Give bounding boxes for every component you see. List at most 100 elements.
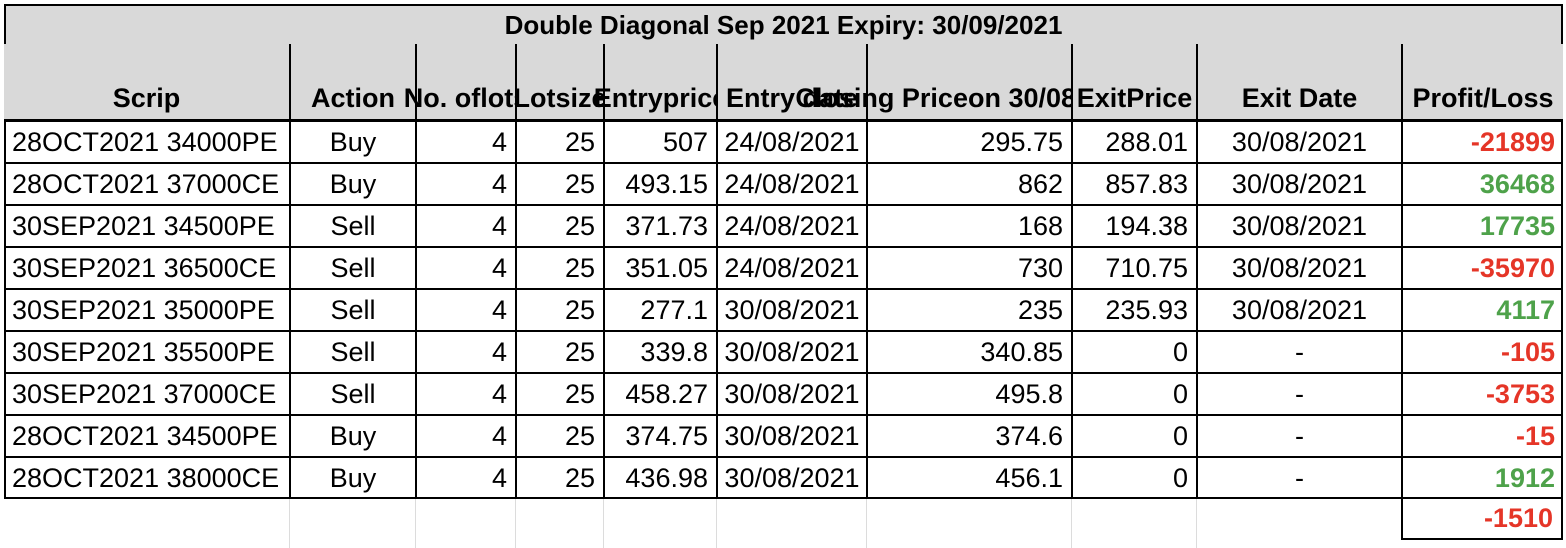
table-cell[interactable]: 730: [866, 246, 1071, 288]
table-cell[interactable]: 28OCT2021 38000CE: [4, 456, 289, 498]
column-header[interactable]: Exit Price: [1071, 44, 1196, 120]
table-cell[interactable]: 30SEP2021 35500PE: [4, 330, 289, 372]
empty-cell[interactable]: [4, 499, 289, 548]
empty-cell[interactable]: [1196, 499, 1401, 548]
table-cell[interactable]: 30/08/2021: [716, 372, 866, 414]
table-cell[interactable]: 4: [415, 162, 515, 204]
table-cell[interactable]: 25: [515, 246, 603, 288]
table-cell[interactable]: 194.38: [1071, 204, 1196, 246]
table-cell[interactable]: 456.1: [866, 456, 1071, 498]
empty-cell[interactable]: [1071, 499, 1196, 548]
table-cell[interactable]: -: [1196, 414, 1401, 456]
table-cell[interactable]: -: [1196, 372, 1401, 414]
empty-cell[interactable]: [289, 499, 415, 548]
table-cell[interactable]: 507: [603, 120, 716, 162]
column-header[interactable]: Profit/Loss: [1401, 44, 1563, 120]
table-cell[interactable]: 30/08/2021: [1196, 246, 1401, 288]
table-cell[interactable]: Buy: [289, 162, 415, 204]
column-header[interactable]: Scrip: [4, 44, 289, 120]
table-cell[interactable]: 495.8: [866, 372, 1071, 414]
table-cell[interactable]: 493.15: [603, 162, 716, 204]
table-cell[interactable]: 25: [515, 456, 603, 498]
table-cell[interactable]: Sell: [289, 246, 415, 288]
table-cell[interactable]: 371.73: [603, 204, 716, 246]
table-cell[interactable]: 28OCT2021 34500PE: [4, 414, 289, 456]
table-cell[interactable]: 30SEP2021 36500CE: [4, 246, 289, 288]
profit-loss-cell[interactable]: -15: [1401, 414, 1563, 456]
table-cell[interactable]: -: [1196, 456, 1401, 498]
table-cell[interactable]: 25: [515, 288, 603, 330]
table-cell[interactable]: 30/08/2021: [716, 456, 866, 498]
table-cell[interactable]: 25: [515, 372, 603, 414]
empty-cell[interactable]: [866, 499, 1071, 548]
table-cell[interactable]: 4: [415, 288, 515, 330]
table-cell[interactable]: 24/08/2021: [716, 120, 866, 162]
table-cell[interactable]: Sell: [289, 330, 415, 372]
table-cell[interactable]: 277.1: [603, 288, 716, 330]
table-cell[interactable]: 235.93: [1071, 288, 1196, 330]
table-cell[interactable]: 24/08/2021: [716, 162, 866, 204]
profit-loss-cell[interactable]: 36468: [1401, 162, 1563, 204]
table-cell[interactable]: 351.05: [603, 246, 716, 288]
table-cell[interactable]: 339.8: [603, 330, 716, 372]
table-cell[interactable]: 0: [1071, 456, 1196, 498]
profit-loss-cell[interactable]: -21899: [1401, 120, 1563, 162]
table-cell[interactable]: 24/08/2021: [716, 246, 866, 288]
table-cell[interactable]: 28OCT2021 37000CE: [4, 162, 289, 204]
table-cell[interactable]: 857.83: [1071, 162, 1196, 204]
table-cell[interactable]: 862: [866, 162, 1071, 204]
empty-cell[interactable]: [515, 499, 603, 548]
total-profit-loss[interactable]: -1510: [1401, 498, 1563, 540]
table-cell[interactable]: 30/08/2021: [1196, 288, 1401, 330]
table-cell[interactable]: 436.98: [603, 456, 716, 498]
table-cell[interactable]: 30/08/2021: [716, 414, 866, 456]
table-cell[interactable]: 374.75: [603, 414, 716, 456]
table-cell[interactable]: Buy: [289, 414, 415, 456]
profit-loss-cell[interactable]: 1912: [1401, 456, 1563, 498]
table-cell[interactable]: 25: [515, 120, 603, 162]
table-cell[interactable]: 168: [866, 204, 1071, 246]
table-cell[interactable]: 458.27: [603, 372, 716, 414]
table-cell[interactable]: 4: [415, 414, 515, 456]
table-cell[interactable]: 30SEP2021 37000CE: [4, 372, 289, 414]
table-cell[interactable]: 24/08/2021: [716, 204, 866, 246]
table-cell[interactable]: 30/08/2021: [1196, 162, 1401, 204]
table-cell[interactable]: 25: [515, 414, 603, 456]
table-cell[interactable]: 0: [1071, 414, 1196, 456]
table-cell[interactable]: Buy: [289, 456, 415, 498]
table-cell[interactable]: 4: [415, 246, 515, 288]
table-cell[interactable]: 374.6: [866, 414, 1071, 456]
column-header[interactable]: No. of lots: [404, 44, 528, 120]
table-cell[interactable]: 295.75: [866, 120, 1071, 162]
table-cell[interactable]: 288.01: [1071, 120, 1196, 162]
table-cell[interactable]: Sell: [289, 372, 415, 414]
table-cell[interactable]: Sell: [289, 288, 415, 330]
column-header[interactable]: Entry date: [716, 44, 866, 120]
table-cell[interactable]: 28OCT2021 34000PE: [4, 120, 289, 162]
table-cell[interactable]: 4: [415, 372, 515, 414]
column-header[interactable]: Lot size: [513, 44, 607, 120]
profit-loss-cell[interactable]: -3753: [1401, 372, 1563, 414]
table-cell[interactable]: 4: [415, 120, 515, 162]
table-cell[interactable]: 30/08/2021: [716, 288, 866, 330]
table-cell[interactable]: 25: [515, 162, 603, 204]
table-cell[interactable]: 340.85: [866, 330, 1071, 372]
table-cell[interactable]: 25: [515, 330, 603, 372]
table-cell[interactable]: 30/08/2021: [1196, 204, 1401, 246]
table-cell[interactable]: 30/08/2021: [716, 330, 866, 372]
table-cell[interactable]: 4: [415, 204, 515, 246]
column-header[interactable]: Entry price: [594, 44, 727, 120]
profit-loss-cell[interactable]: 4117: [1401, 288, 1563, 330]
table-cell[interactable]: 0: [1071, 330, 1196, 372]
table-cell[interactable]: Sell: [289, 204, 415, 246]
table-cell[interactable]: 25: [515, 204, 603, 246]
profit-loss-cell[interactable]: -105: [1401, 330, 1563, 372]
table-cell[interactable]: 710.75: [1071, 246, 1196, 288]
profit-loss-cell[interactable]: 17735: [1401, 204, 1563, 246]
empty-cell[interactable]: [415, 499, 515, 548]
column-header[interactable]: Action: [289, 44, 415, 120]
empty-cell[interactable]: [603, 499, 716, 548]
table-cell[interactable]: 30SEP2021 35000PE: [4, 288, 289, 330]
table-cell[interactable]: 30/08/2021: [1196, 120, 1401, 162]
column-header[interactable]: Exit Date: [1196, 44, 1401, 120]
